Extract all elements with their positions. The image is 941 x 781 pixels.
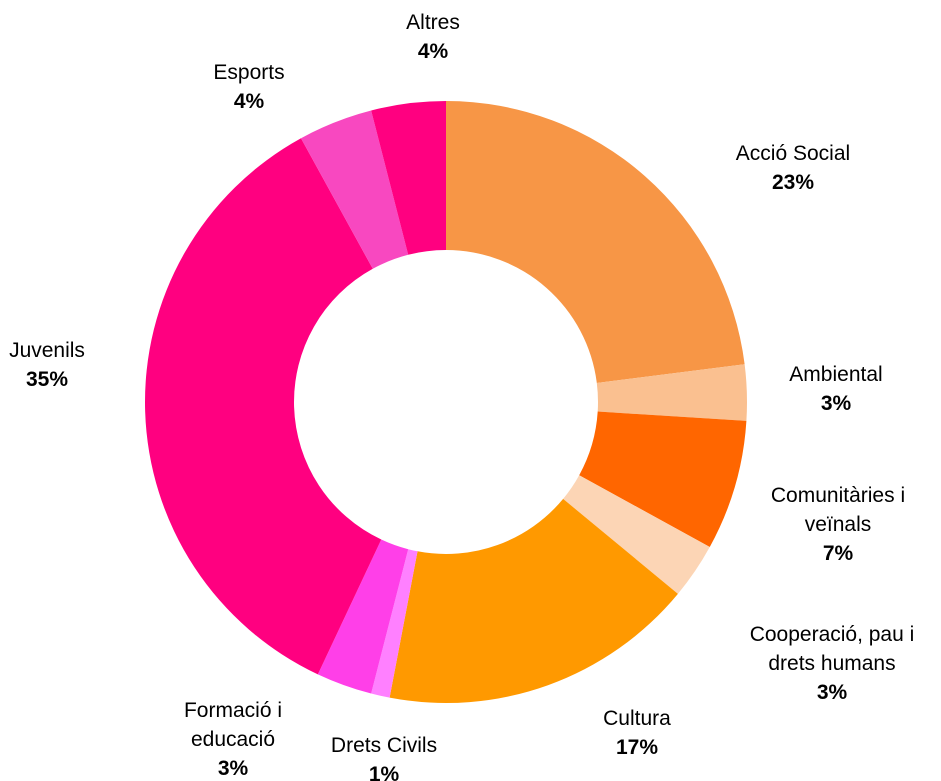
percent-label: 3% — [817, 681, 848, 704]
slice-altres — [371, 101, 446, 255]
labels-layer: Acció Social 23% Ambiental 3% Comunitàries i… — [9, 11, 914, 781]
category-label: veïnals — [805, 513, 872, 536]
percent-label: 23% — [772, 171, 814, 194]
percent-label: 1% — [369, 763, 400, 781]
category-label: Drets Civils — [331, 734, 437, 757]
slice-label-ambiental: Ambiental 3% — [789, 363, 882, 415]
category-label: Esports — [213, 61, 284, 84]
percent-label: 17% — [616, 736, 658, 759]
slice-label-cultura: Cultura 17% — [603, 707, 671, 759]
slice-label-juvenils: Juvenils 35% — [9, 339, 85, 391]
category-label: Juvenils — [9, 339, 85, 362]
slice-label-accio-social: Acció Social 23% — [736, 142, 850, 194]
category-label: Ambiental — [789, 363, 882, 386]
category-label: Acció Social — [736, 142, 850, 165]
slice-label-cooperacio-pau-i-drets-humans: Cooperació, pau i drets humans 3% — [750, 623, 915, 704]
category-label: drets humans — [768, 652, 895, 675]
slice-ambiental — [596, 364, 747, 421]
slices-layer — [144, 101, 747, 703]
slice-label-formacio-i-educacio: Formació i educació 3% — [184, 699, 282, 780]
slice-juvenils — [144, 138, 382, 675]
slice-label-drets-civils: Drets Civils 1% — [331, 734, 437, 781]
percent-label: 4% — [234, 90, 265, 113]
slice-drets-civils — [371, 549, 418, 698]
slice-label-esports: Esports 4% — [213, 61, 284, 113]
slice-comunitaries-i-veinals — [579, 411, 747, 548]
category-label: Altres — [406, 11, 460, 34]
percent-label: 3% — [821, 392, 852, 415]
percent-label: 35% — [26, 368, 68, 391]
percent-label: 3% — [218, 757, 249, 780]
category-label: Cooperació, pau i — [750, 623, 915, 646]
slice-esports — [300, 110, 409, 269]
slice-accio-social — [446, 101, 745, 383]
category-label: Comunitàries i — [771, 484, 905, 507]
category-label: educació — [191, 728, 275, 751]
slice-cooperacio-pau-i-drets-humans — [563, 475, 710, 594]
slice-label-altres: Altres 4% — [406, 11, 460, 63]
slice-formacio-i-educacio — [317, 539, 409, 694]
category-label: Cultura — [603, 707, 671, 730]
slice-cultura — [389, 498, 678, 703]
category-label: Formació i — [184, 699, 282, 722]
percent-label: 7% — [823, 542, 854, 565]
percent-label: 4% — [418, 40, 449, 63]
slice-label-comunitaries-i-veinals: Comunitàries i veïnals 7% — [771, 484, 905, 565]
